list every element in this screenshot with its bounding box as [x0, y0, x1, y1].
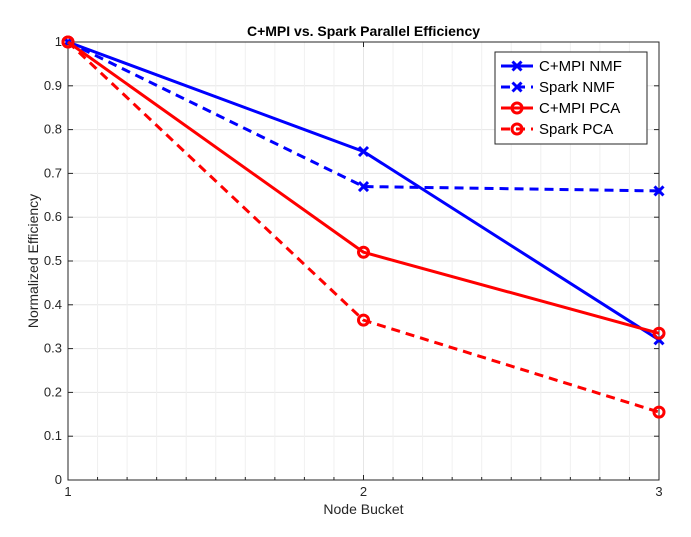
data-point: [653, 185, 665, 197]
circle-marker: [357, 313, 370, 327]
x-marker-stroke: [511, 60, 523, 72]
y-tick-label: 0.7: [44, 165, 62, 180]
data-point: [357, 180, 370, 193]
legend: C+MPI NMF Spark NMF C+MPI PCA Spark PCA: [494, 51, 648, 145]
x-marker: [357, 180, 370, 193]
data-point: [357, 245, 370, 259]
y-axis-label: Normalized Efficiency: [25, 194, 41, 328]
x-marker-stroke: [357, 180, 370, 193]
legend-entry: C+MPI NMF: [501, 58, 622, 75]
y-tick-label: 0: [55, 472, 62, 487]
x-marker-stroke: [653, 185, 665, 197]
circle-marker: [652, 405, 666, 419]
x-marker: [511, 81, 523, 93]
series-line: [67, 40, 660, 193]
x-tick-label: 3: [655, 484, 662, 499]
legend-label: C+MPI NMF: [539, 58, 622, 75]
series-line: [66, 40, 660, 414]
circle-marker: [61, 35, 75, 49]
data-point: [357, 145, 370, 158]
legend-entry: Spark NMF: [501, 79, 615, 96]
x-axis-label: Node Bucket: [323, 501, 403, 517]
legend-label: Spark PCA: [539, 121, 613, 138]
y-tick-label: 0.6: [44, 209, 62, 224]
data-point: [652, 326, 666, 340]
x-marker-stroke: [357, 145, 370, 158]
y-tick-label: 0.8: [44, 122, 62, 137]
series-spark-pca: [61, 35, 666, 419]
legend-label: Spark NMF: [539, 79, 615, 96]
data-point: [652, 405, 666, 419]
circle-marker: [510, 101, 524, 115]
circle-marker: [652, 326, 666, 340]
x-tick-label: 2: [360, 484, 367, 499]
x-marker: [357, 145, 370, 158]
series-group: [61, 35, 666, 419]
x-tick-label: 1: [64, 484, 71, 499]
chart-title: C+MPI vs. Spark Parallel Efficiency: [247, 23, 480, 39]
circle-marker: [510, 122, 524, 136]
x-marker-stroke: [511, 81, 523, 93]
circle-marker: [357, 245, 370, 259]
y-tick-label: 1: [55, 34, 62, 49]
data-point: [61, 35, 75, 49]
legend-entry: Spark PCA: [501, 121, 613, 138]
series-line: [67, 40, 660, 335]
x-marker: [653, 185, 665, 197]
x-marker: [511, 60, 523, 72]
y-tick-label: 0.1: [44, 428, 62, 443]
axis-ticks: 0 0.1 0.2 0.3 0.4 0.5 0.6 0.7 0.8 0.9 1 1 2 3: [44, 34, 663, 499]
y-tick-label: 0.3: [44, 341, 62, 356]
y-tick-label: 0.9: [44, 78, 62, 93]
y-tick-label: 0.2: [44, 384, 62, 399]
y-tick-label: 0.4: [44, 297, 62, 312]
data-point: [357, 313, 370, 327]
y-tick-label: 0.5: [44, 253, 62, 268]
legend-label: C+MPI PCA: [539, 100, 620, 117]
legend-entry: C+MPI PCA: [501, 100, 620, 117]
